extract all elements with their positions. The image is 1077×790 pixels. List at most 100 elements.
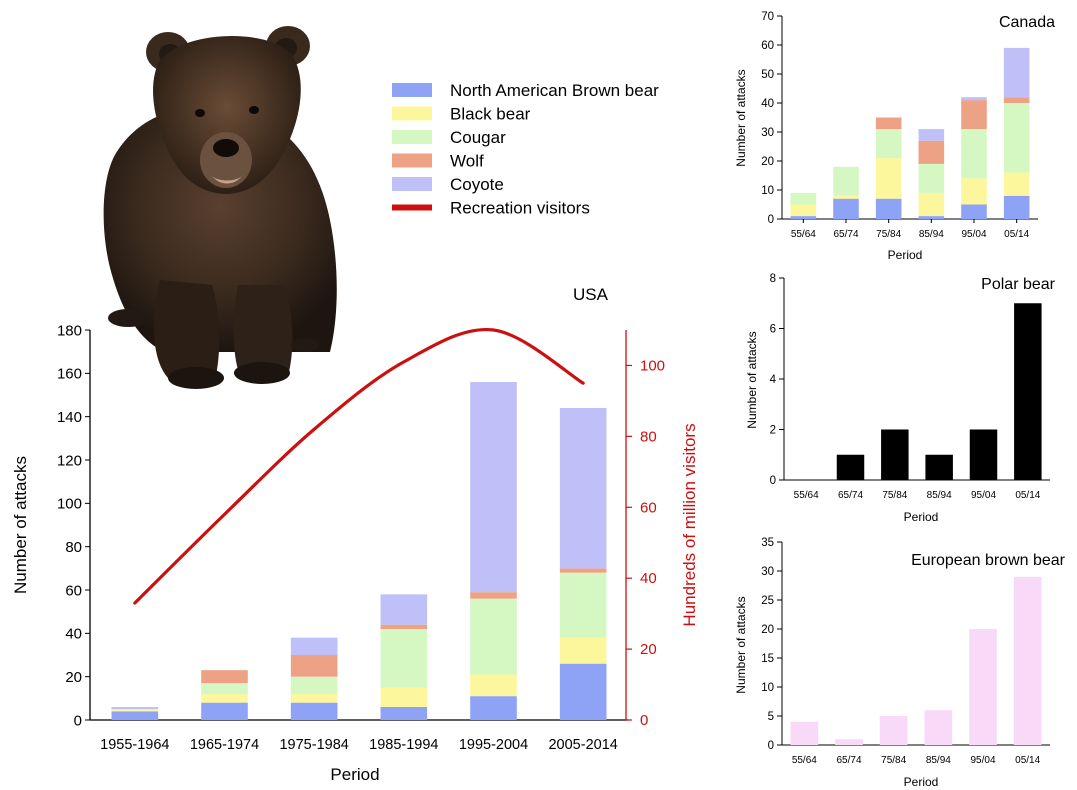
canada-bar-55-64-cougar (790, 192, 817, 205)
brown-bear-illustration (103, 26, 337, 389)
canada-bar-85-94-cougar (918, 163, 945, 193)
european-y-axis-label: Number of attacks (734, 596, 748, 693)
legend-swatch-north-american-brown-bear (392, 83, 432, 97)
usa-x-tick-label: 1955-1964 (100, 737, 169, 753)
usa-bar-1975-1984-black-bear (290, 694, 338, 703)
usa-x-axis-label: Period (330, 765, 379, 784)
canada-y-tick-label: 30 (761, 127, 774, 139)
usa-x-tick-label: 1995-2004 (459, 737, 528, 753)
european-y-tick-label: 20 (761, 624, 774, 636)
european-bar-85-94 (924, 710, 953, 745)
european-x-tick-label: 65/74 (836, 755, 861, 766)
usa-bar-1965-1974-north-american-brown-bear (201, 702, 248, 720)
usa-bar-1995-2004-cougar (470, 598, 517, 675)
usa-bar-1975-1984-north-american-brown-bear (290, 702, 338, 720)
usa-y2-tick-label: 0 (640, 712, 648, 729)
canada-x-tick-label: 65/74 (833, 229, 858, 240)
canada-bar-85-94-black-bear (918, 192, 945, 217)
canada-chart: Canada Period Number of attacks 0 10 20 30 4… (734, 11, 1055, 262)
canada-bar-85-94-coyote (918, 129, 945, 141)
usa-bar-1965-1974-wolf (201, 670, 248, 684)
usa-y2-axis-label: Hundreds of million visitors (680, 423, 699, 626)
european-x-tick-label: 05/14 (1015, 755, 1040, 766)
european-bar-75-84 (879, 716, 908, 745)
usa-x-tick-label: 1965-1974 (190, 737, 259, 753)
canada-bar-65-74-black-bear (833, 195, 859, 199)
european-brown-bear-chart: European brown bear Period Number of att… (734, 537, 1066, 789)
usa-y2-tick-label: 80 (640, 428, 657, 445)
canada-bar-75-84-wolf (875, 117, 902, 130)
usa-y-tick-label: 60 (65, 582, 82, 599)
canada-bar-65-74-north-american-brown-bear (833, 198, 859, 219)
european-y-tick-label: 0 (768, 740, 774, 752)
canada-bar-95-04-cougar (961, 129, 987, 179)
european-y-tick-label: 10 (761, 682, 774, 694)
european-y-tick-label: 25 (761, 595, 774, 607)
usa-bar-1955-1964-north-american-brown-bear (111, 711, 159, 720)
canada-bar-05-14-wolf (1003, 97, 1030, 103)
usa-y-tick-label: 160 (57, 366, 82, 383)
canada-bar-55-64-black-bear (790, 204, 817, 217)
usa-y2-tick-label: 40 (640, 570, 657, 587)
canada-bar-05-14-north-american-brown-bear (1003, 195, 1030, 219)
canada-x-tick-label: 05/14 (1004, 229, 1029, 240)
european-chart-title: European brown bear (911, 552, 1066, 569)
canada-y-tick-label: 10 (761, 185, 774, 197)
usa-bar-2005-2014-wolf (559, 568, 607, 573)
usa-bar-2005-2014-cougar (559, 572, 607, 638)
canada-bar-05-14-cougar (1003, 103, 1030, 173)
legend-label: North American Brown bear (450, 81, 659, 100)
polar-bar-75-84 (881, 429, 909, 480)
legend-label: Recreation visitors (450, 199, 590, 218)
european-bar-55-64 (790, 721, 819, 745)
european-y-tick-label: 15 (761, 653, 774, 665)
polar-bar-95-04 (969, 429, 998, 480)
legend-label: Black bear (450, 105, 531, 124)
usa-bar-1995-2004-wolf (470, 592, 517, 599)
european-x-axis-label: Period (904, 775, 939, 789)
polar-bar-05-14 (1014, 303, 1042, 480)
usa-bar-1965-1974-cougar (201, 683, 248, 694)
canada-y-tick-label: 20 (761, 156, 774, 168)
canada-chart-title: Canada (999, 14, 1055, 31)
usa-bar-1975-1984-wolf (290, 655, 338, 677)
usa-x-tick-label: 1975-1984 (279, 737, 348, 753)
canada-bar-95-04-wolf (961, 100, 987, 130)
polar-x-tick-label: 05/14 (1015, 490, 1040, 501)
european-y-tick-label: 5 (768, 711, 774, 723)
usa-bar-1985-1994-north-american-brown-bear (380, 707, 428, 720)
usa-x-tick-label: 2005-2014 (548, 737, 617, 753)
canada-y-tick-label: 60 (761, 40, 774, 52)
canada-x-tick-label: 75/84 (876, 229, 901, 240)
legend-swatch-recreation-visitors (392, 204, 432, 211)
polar-x-tick-label: 95/04 (971, 490, 996, 501)
canada-bar-95-04-north-american-brown-bear (961, 204, 987, 219)
usa-bar-2005-2014-black-bear (559, 637, 607, 664)
european-y-tick-label: 30 (761, 566, 774, 578)
european-bar-05-14 (1013, 576, 1042, 745)
legend-label: Coyote (450, 175, 504, 194)
usa-bar-1985-1994-cougar (380, 629, 428, 688)
canada-bar-85-94-wolf (918, 140, 945, 164)
polar-x-tick-label: 75/84 (882, 490, 907, 501)
canada-x-axis-label: Period (888, 248, 923, 262)
polar-bar-65-74 (836, 454, 865, 480)
usa-bar-1955-1964-coyote (111, 707, 159, 710)
canada-bar-05-14-black-bear (1003, 172, 1030, 196)
polar-y-tick-label: 2 (770, 425, 776, 437)
legend-label: Cougar (450, 128, 506, 147)
usa-y-tick-label: 100 (57, 496, 82, 513)
usa-bar-1975-1984-cougar (290, 676, 338, 694)
usa-chart: USA Period Number of attacks Hundreds of… (11, 285, 699, 784)
canada-bar-65-74-cougar (833, 166, 859, 196)
canada-bar-05-14-coyote (1003, 47, 1030, 98)
legend-label: Wolf (450, 152, 484, 171)
canada-y-axis-label: Number of attacks (734, 69, 748, 166)
canada-x-tick-label: 55/64 (791, 229, 816, 240)
polar-chart-title: Polar bear (981, 276, 1055, 293)
european-x-tick-label: 95/04 (970, 755, 995, 766)
usa-bar-1995-2004-black-bear (470, 674, 517, 697)
usa-bar-2005-2014-coyote (559, 408, 607, 569)
canada-bar-75-84-cougar (875, 129, 902, 159)
